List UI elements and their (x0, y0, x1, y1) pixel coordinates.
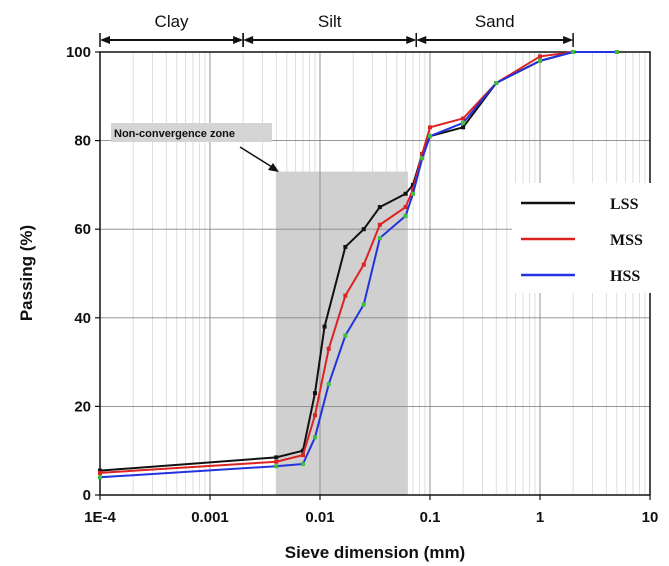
legend-label-hss: HSS (610, 268, 640, 285)
data-point-lss (361, 227, 366, 232)
data-point-lss (322, 324, 327, 329)
data-point-hss (403, 213, 408, 218)
data-point-mss (343, 293, 348, 298)
legend-label-mss: MSS (610, 232, 643, 249)
annotation-background (111, 123, 272, 142)
y-tick-label: 60 (74, 221, 91, 238)
x-tick-label: 0.01 (305, 509, 334, 526)
data-point-hss (98, 475, 102, 480)
data-point-hss (343, 333, 348, 338)
zone-arrowhead-right (406, 36, 417, 44)
x-tick-label: 1 (536, 509, 544, 526)
y-tick-label: 100 (66, 44, 91, 61)
annotation-arrowhead (268, 163, 279, 172)
data-point-hss (300, 461, 305, 466)
data-point-mss (403, 205, 408, 210)
zone-label-sand: Sand (475, 12, 515, 31)
data-point-hss (571, 50, 576, 54)
data-point-hss (361, 302, 366, 307)
x-tick-label: 0.001 (191, 509, 229, 526)
y-tick-label: 0 (83, 487, 91, 504)
data-point-lss (403, 191, 408, 196)
data-point-hss (420, 156, 425, 161)
zone-arrowhead-left (243, 36, 254, 44)
x-tick-label: 1E-4 (84, 509, 116, 526)
zone-arrowhead-right (233, 36, 244, 44)
data-point-lss (410, 182, 415, 187)
y-tick-label: 80 (74, 133, 91, 150)
data-point-mss (98, 470, 102, 475)
data-point-hss (326, 382, 331, 387)
zone-label-clay: Clay (155, 12, 190, 31)
data-point-mss (461, 116, 466, 121)
data-point-lss (312, 391, 317, 396)
data-point-hss (428, 134, 432, 139)
annotation-arrow (239, 146, 273, 168)
data-point-hss (274, 464, 279, 469)
data-point-hss (614, 50, 619, 54)
legend-label-lss: LSS (610, 196, 639, 213)
data-point-mss (300, 453, 305, 458)
data-point-hss (494, 81, 499, 86)
data-point-mss (312, 413, 317, 418)
zone-arrowhead-left (100, 36, 110, 44)
data-point-lss (343, 244, 348, 249)
data-point-mss (274, 459, 279, 464)
data-point-lss (377, 205, 382, 210)
data-point-hss (538, 58, 542, 63)
zone-label-silt: Silt (318, 12, 342, 31)
x-axis-title: Sieve dimension (mm) (285, 543, 465, 562)
data-point-mss (361, 262, 366, 267)
y-axis-title: Passing (%) (17, 225, 36, 321)
x-tick-label: 0.1 (420, 509, 441, 526)
data-point-mss (410, 187, 415, 192)
zone-arrowhead-left (416, 36, 427, 44)
data-point-lss (300, 448, 305, 453)
data-point-lss (274, 455, 279, 460)
soil-zones: Clay Silt Sand (99, 12, 574, 47)
data-point-mss (326, 346, 331, 351)
data-point-hss (312, 435, 317, 440)
non-convergence-annotation: Non-convergence zone (111, 123, 279, 172)
data-point-hss (410, 191, 415, 196)
data-point-lss (461, 125, 466, 130)
data-point-mss (377, 222, 382, 227)
annotation-label: Non-convergence zone (114, 128, 235, 140)
data-point-hss (377, 236, 382, 241)
data-point-mss (428, 125, 432, 130)
zone-arrowhead-right (563, 36, 574, 44)
data-point-mss (538, 54, 542, 59)
y-tick-label: 20 (74, 398, 91, 415)
x-tick-label: 10 (642, 509, 659, 526)
y-tick-label: 40 (74, 310, 91, 327)
series-layer (98, 50, 619, 480)
legend: LSS MSS HSS (512, 183, 660, 293)
data-point-mss (420, 151, 425, 156)
data-point-hss (461, 120, 466, 125)
data-point-lss (98, 468, 102, 473)
